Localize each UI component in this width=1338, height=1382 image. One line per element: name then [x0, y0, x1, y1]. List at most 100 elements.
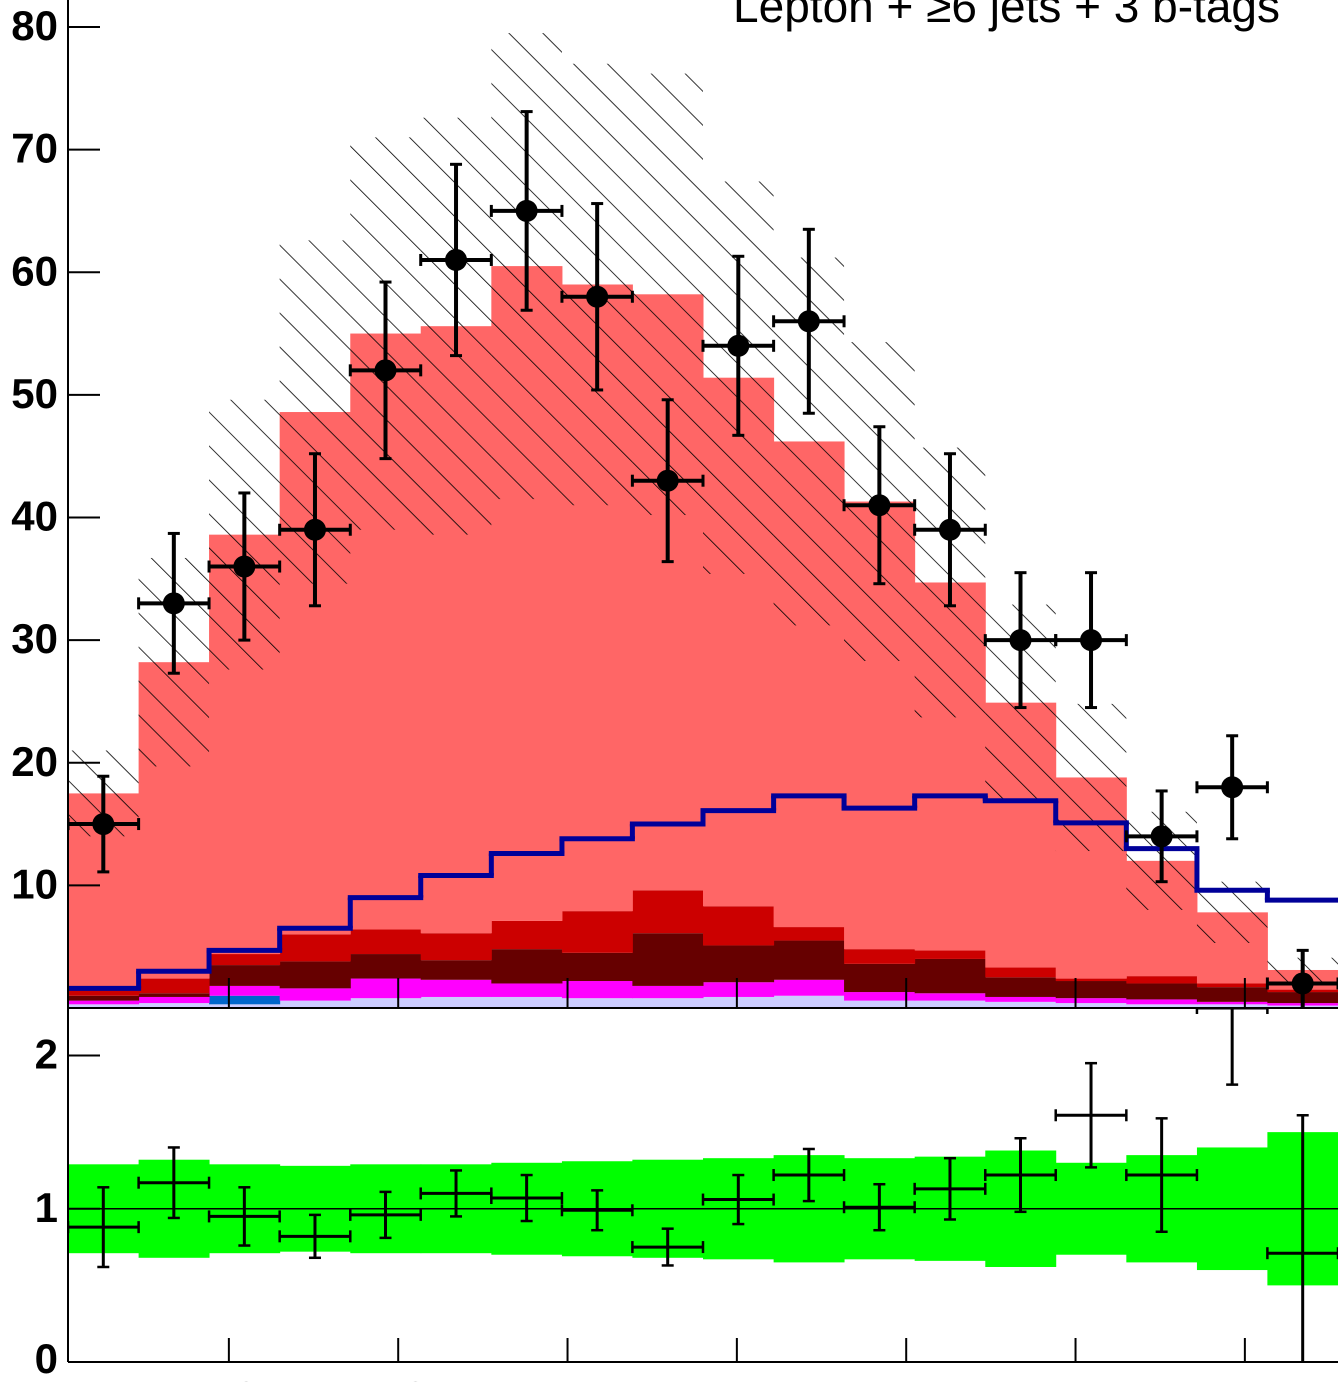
data-marker [515, 199, 538, 222]
stack-segment [350, 929, 422, 955]
x-tick-label: 0.7 [1046, 1373, 1104, 1382]
data-point [68, 774, 141, 874]
data-marker [938, 518, 961, 541]
data-marker [727, 334, 750, 357]
ratio-point [349, 1190, 422, 1240]
chart-title: Lepton + ≥6 jets + 3 b-tags [733, 0, 1280, 32]
data-marker [1150, 825, 1173, 848]
stack-segment [914, 993, 986, 1001]
stack-segment [1126, 983, 1198, 1000]
data-marker [303, 518, 326, 541]
stack-segment [985, 1001, 1057, 1008]
data-marker [445, 248, 468, 271]
data-point [489, 110, 564, 312]
ratio-point [137, 1146, 211, 1220]
ratio-point [631, 1227, 705, 1267]
stack-segment [703, 945, 775, 983]
stack-segment [279, 988, 351, 1001]
data-point [207, 491, 282, 642]
ratio-panel [68, 1008, 1338, 1362]
ratio-point [842, 1182, 916, 1232]
x-tick-label: 0.2 [200, 1373, 258, 1382]
data-marker [1009, 629, 1032, 652]
stack-segment [773, 979, 845, 996]
stack-segment [703, 996, 775, 1008]
stack-segment [914, 958, 986, 994]
stack-segment [350, 954, 422, 979]
stack-segment [561, 998, 633, 1008]
stack-segment [1196, 983, 1268, 988]
x-tick-label: 0.5 [708, 1373, 766, 1382]
stack-segment [420, 979, 492, 997]
stack-segment [209, 995, 281, 1005]
stack-segment [561, 981, 633, 999]
data-point [1265, 948, 1338, 1008]
stack-segment [491, 949, 563, 984]
y-tick-label: 20 [11, 738, 58, 785]
data-point [1054, 571, 1128, 710]
stack-segment [844, 949, 916, 964]
stack-segment [209, 1004, 281, 1008]
y-tick-label: 50 [11, 370, 58, 417]
data-point [913, 452, 987, 608]
ratio-point [490, 1173, 564, 1223]
stack-segment [68, 1004, 140, 1008]
data-marker [92, 813, 115, 836]
stack-segment [491, 983, 563, 997]
stack-segment [350, 978, 422, 999]
stack-segment [420, 996, 492, 1008]
stack-segment [773, 940, 845, 980]
stack-segment [1126, 1004, 1198, 1008]
y-tick-label: 40 [11, 493, 58, 540]
stack-segment [138, 1003, 210, 1008]
axes: 10 20 30 40 50 60 70 80 0 1 2 0.2 0.3 0.4 0.5 0.6 0.7 0.8 [11, 0, 1338, 1382]
stack-segment [914, 950, 986, 959]
data-point [983, 571, 1058, 710]
data-marker [868, 494, 891, 517]
stack-segment [1055, 981, 1127, 999]
data-marker [1291, 972, 1314, 995]
stack-segment [773, 927, 845, 941]
stack-segment [1055, 1003, 1127, 1008]
uncertainty-band [1055, 703, 1127, 852]
stack-segment [844, 1000, 916, 1008]
data-marker [586, 285, 609, 308]
x-tick-label: 0.6 [877, 1373, 935, 1382]
ratio-point [560, 1189, 634, 1232]
ratio-point [772, 1147, 846, 1203]
stack-segment [138, 996, 210, 1004]
data-point [842, 425, 917, 586]
stack-segment [209, 985, 281, 996]
data-marker [797, 310, 820, 333]
stack-segment [209, 954, 281, 966]
stack-segment [985, 996, 1057, 1002]
ratio-point [913, 1156, 987, 1221]
stack-segment [632, 933, 704, 986]
stack-segment [1196, 987, 1268, 1002]
data-point [1124, 789, 1199, 884]
data-point [137, 531, 211, 675]
x-tick-label: 0.3 [369, 1373, 427, 1382]
stack-segment [844, 992, 916, 1001]
stack-segment [632, 890, 704, 934]
stack-segment [632, 985, 704, 999]
stack-segment [279, 1000, 351, 1008]
data-marker [656, 469, 679, 492]
stack-segment [279, 934, 351, 962]
stack-segment [138, 978, 210, 994]
stack-segment [703, 982, 775, 997]
stack-segment [1196, 1001, 1268, 1005]
y-tick-label: 70 [11, 125, 58, 172]
stack-segment [844, 963, 916, 993]
data-marker [1080, 629, 1103, 652]
ratio-point [1266, 1114, 1338, 1362]
ratio-point [68, 1186, 140, 1269]
data-marker [233, 555, 256, 578]
y-tick-label: 1 [35, 1184, 58, 1231]
ratio-point [701, 1173, 775, 1226]
y-tick-label: 10 [11, 860, 58, 907]
stack-segment [209, 965, 281, 986]
data-marker [162, 592, 185, 615]
stack-segment [491, 996, 563, 1008]
stack-segment [914, 1000, 986, 1008]
